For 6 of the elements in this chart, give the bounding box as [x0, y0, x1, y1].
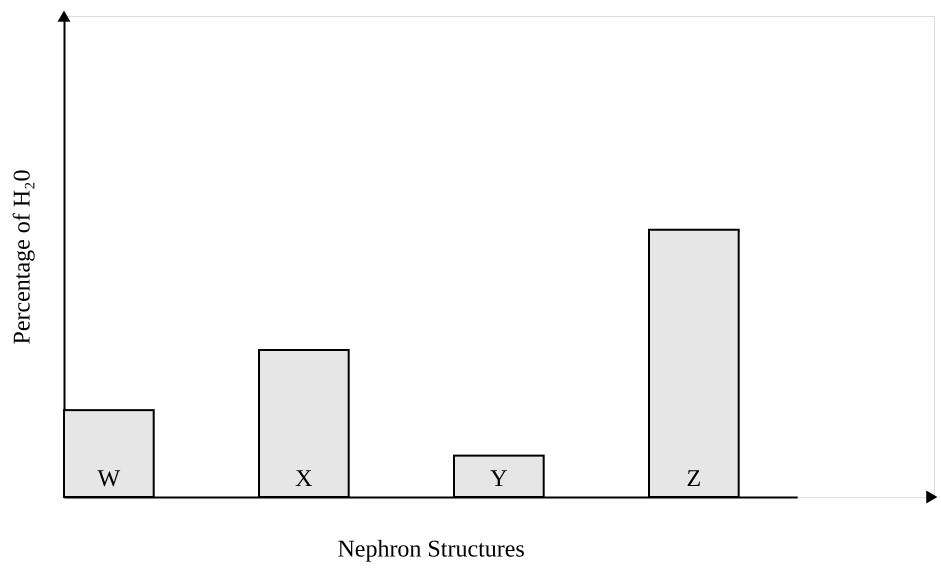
y-axis-title: Percentage of H₂0 — [10, 170, 36, 344]
x-tick-label: Z — [686, 466, 702, 492]
x-tick-label: Y — [490, 466, 508, 492]
x-tick-label: W — [98, 466, 121, 492]
x-tick-label: X — [295, 466, 313, 492]
x-axis-title: Nephron Structures — [337, 536, 525, 562]
